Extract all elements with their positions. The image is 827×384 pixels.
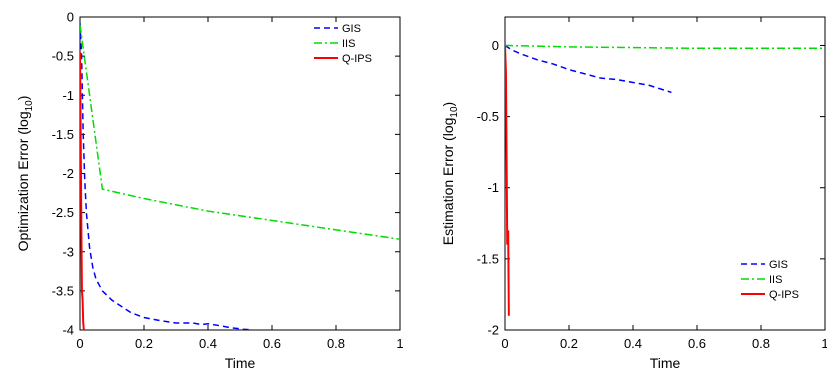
- legend: GIS IIS Q-IPS: [314, 23, 372, 65]
- y-axis-label: Optimization Error (log10): [15, 96, 35, 252]
- legend-label: Q-IPS: [769, 289, 799, 301]
- x-tick-label: 0.8: [752, 336, 770, 351]
- x-axis-label: Time: [225, 355, 256, 371]
- x-tick-label: 0.2: [135, 336, 153, 351]
- series-line-gis: [505, 44, 672, 94]
- y-tick-label: -2: [487, 323, 499, 338]
- plot-frame: [504, 16, 826, 331]
- legend-label: Q-IPS: [342, 53, 372, 65]
- legend-label: GIS: [342, 23, 361, 35]
- y-tick-label: 0: [492, 38, 499, 53]
- series-line-gis: [80, 23, 253, 330]
- x-tick-label: 1: [821, 336, 827, 351]
- x-tick-label: 1: [396, 336, 403, 351]
- legend-label: GIS: [769, 259, 788, 271]
- series-line-q-ips: [80, 52, 85, 330]
- y-tick-label: -2.5: [52, 205, 74, 220]
- x-tick-label: 0: [501, 336, 508, 351]
- y-tick-label: -2: [62, 166, 74, 181]
- x-tick-label: 0.8: [327, 336, 345, 351]
- x-tick-label: 0.2: [560, 336, 578, 351]
- y-tick-label: -1.5: [477, 251, 499, 266]
- y-tick-label: -0.5: [477, 109, 499, 124]
- series-line-iis: [505, 44, 825, 50]
- y-tick-label: -1: [62, 88, 74, 103]
- x-tick-label: 0.6: [263, 336, 281, 351]
- legend-label: IIS: [342, 38, 355, 50]
- y-tick-label: 0: [67, 10, 74, 25]
- y-tick-label: -1.5: [52, 127, 74, 142]
- estimation-error-chart: 0 0.2 0.4 0.6 0.8 1 0 -0.5 -1 -1.5 -2 Time Estimatio…: [440, 16, 827, 371]
- y-tick-label: -3: [62, 244, 74, 259]
- legend: GIS IIS Q-IPS: [741, 259, 799, 301]
- x-tick-label: 0: [76, 336, 83, 351]
- y-tick-label: -4: [62, 323, 74, 338]
- optimization-error-chart: 0 0.2 0.4 0.6 0.8 1 0 -0.5 -1 -1.5 -2 -2.5 -3 -3.5 -4 T…: [15, 10, 404, 372]
- x-tick-label: 0.6: [688, 336, 706, 351]
- legend-label: IIS: [769, 274, 782, 286]
- series-line-iis: [80, 24, 400, 240]
- y-tick-label: -1: [487, 180, 499, 195]
- x-tick-label: 0.4: [199, 336, 217, 351]
- y-tick-label: -0.5: [52, 49, 74, 64]
- series-line-q-ips: [505, 45, 510, 316]
- y-tick-label: -3.5: [52, 283, 74, 298]
- y-axis-label: Estimation Error (log10): [440, 102, 460, 245]
- x-tick-label: 0.4: [624, 336, 642, 351]
- x-axis-label: Time: [650, 355, 681, 371]
